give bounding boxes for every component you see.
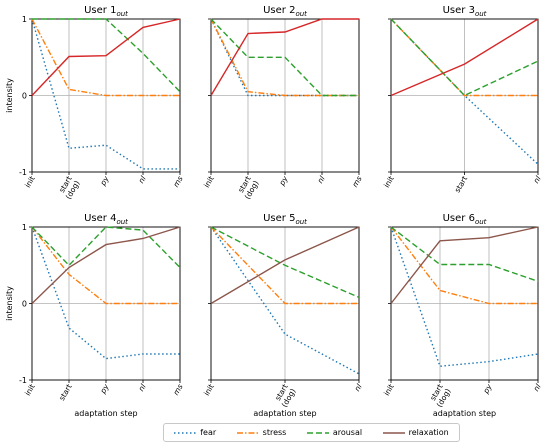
legend: fear stress arousal relaxation (163, 423, 460, 442)
x-axis-label: adaptation step (253, 409, 316, 418)
x-tick-label: nl (137, 382, 149, 393)
panel-2: init start(dog) py nl ms User 2out (202, 5, 364, 201)
legend-label: stress (262, 428, 287, 437)
series-line-stress (31, 226, 180, 305)
legend-swatch (382, 431, 405, 434)
y-tick-label: 1 (22, 15, 27, 24)
x-tick-label: nl (353, 382, 365, 393)
series-line-relaxation (210, 226, 360, 305)
x-tick-label: nl (137, 174, 149, 185)
x-axis-label: adaptation step (433, 409, 496, 418)
x-tick-label: py (98, 174, 111, 188)
legend-label: relaxation (408, 428, 449, 437)
y-tick-label: -1 (19, 376, 27, 385)
panel-title: User 6out (443, 213, 487, 226)
y-axis-label: intensity (5, 286, 14, 321)
x-tick-label: ms (171, 382, 184, 396)
series-line-stress (31, 18, 180, 97)
x-tick-label: py (98, 382, 111, 396)
panel-title: User 2out (263, 5, 307, 18)
legend-item-stress: stress (236, 428, 287, 437)
y-tick-label: 0 (22, 300, 27, 309)
panel-title: User 3out (443, 5, 487, 18)
panel-5: init start(dog) nl User 5out (202, 213, 364, 409)
x-tick-label: nl (532, 382, 544, 393)
x-tick-label: py (277, 174, 290, 188)
series-line-arousal (32, 18, 181, 93)
x-tick-label: ms (171, 174, 184, 188)
x-tick-label: init (202, 382, 216, 397)
x-axis-label: adaptation step (74, 409, 137, 418)
panel-title: User 4out (84, 213, 128, 226)
x-tick-label: start (57, 382, 74, 402)
x-tick-label: start(dog) (56, 174, 82, 200)
x-tick-label: start(dog) (235, 174, 261, 200)
series-line-stress (390, 226, 538, 305)
series-line-stress (390, 18, 538, 97)
panel-title: User 1out (84, 5, 128, 18)
series-line-relaxation (31, 226, 181, 305)
legend-item-fear: fear (174, 428, 216, 437)
series-line-fear (390, 18, 539, 165)
series-line-arousal (210, 18, 359, 97)
legend-swatch (174, 431, 197, 434)
y-axis-label: intensity (5, 78, 14, 113)
panel-title: User 5out (263, 213, 307, 226)
x-tick-label: start (453, 174, 470, 194)
x-tick-label: init (202, 174, 216, 189)
legend-swatch (236, 431, 259, 434)
x-tick-label: nl (316, 174, 328, 185)
x-tick-label: init (382, 382, 396, 397)
y-tick-label: 0 (22, 92, 27, 101)
legend-item-arousal: arousal (306, 428, 363, 437)
legend-swatch (306, 431, 329, 434)
series-line-fear (390, 226, 539, 367)
y-tick-label: 1 (22, 223, 27, 232)
x-tick-label: nl (532, 174, 544, 185)
legend-item-relaxation: relaxation (382, 428, 449, 437)
x-tick-label: py (481, 382, 494, 396)
legend-label: arousal (332, 428, 363, 437)
panel-6: init start(dog) py nl User 6out (382, 213, 543, 409)
x-tick-label: init (382, 174, 396, 189)
y-tick-label: -1 (19, 168, 27, 177)
series-line-relaxation (390, 226, 539, 304)
legend-label: fear (200, 428, 217, 437)
series-line-fear (210, 18, 359, 97)
series-line-relaxation (31, 18, 181, 96)
series-line-fear (31, 226, 180, 360)
x-tick-label: start(dog) (427, 382, 453, 408)
series-line-arousal (390, 226, 539, 282)
series-line-relaxation (210, 18, 359, 96)
series-line-stress (210, 226, 359, 305)
series-line-relaxation (390, 18, 539, 97)
series-line-stress (210, 18, 359, 97)
panel-3: init start nl User 3out (382, 5, 543, 194)
series-line-arousal (210, 226, 360, 299)
x-tick-label: start(dog) (272, 382, 298, 408)
x-tick-label: ms (350, 174, 363, 188)
